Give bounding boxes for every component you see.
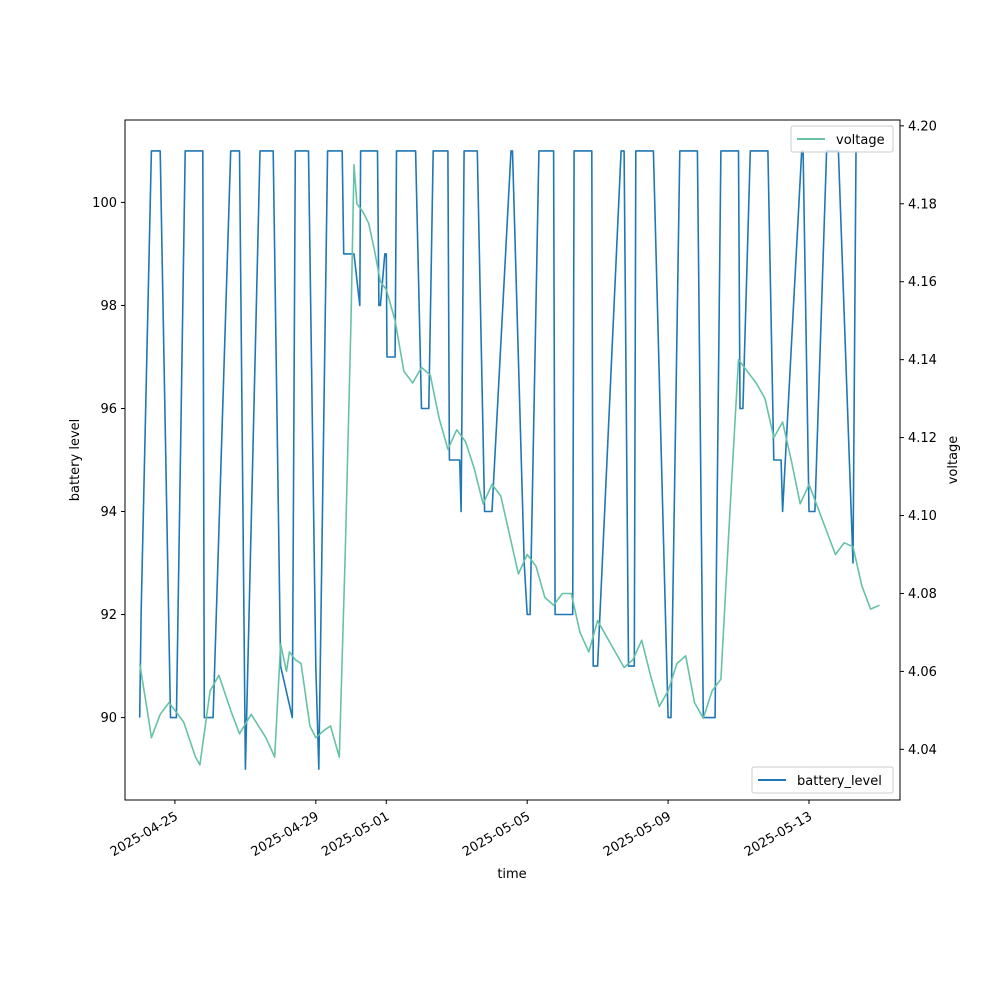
legend-voltage: voltage bbox=[790, 125, 894, 153]
left-tick-label: 92 bbox=[100, 608, 117, 623]
right-axis-ticks: 4.04 4.06 4.08 4.10 4.12 4.14 4.16 4.18 4.20 bbox=[900, 119, 937, 758]
series-line-battery-level bbox=[138, 150, 857, 770]
x-axis-label: time bbox=[497, 867, 526, 882]
left-tick-label: 100 bbox=[92, 196, 117, 211]
right-tick-label: 4.18 bbox=[908, 197, 937, 212]
left-tick-label: 94 bbox=[100, 505, 117, 520]
plot-frame bbox=[124, 119, 901, 801]
legend-battery-level-label: battery_level bbox=[797, 774, 882, 789]
series-line-voltage bbox=[138, 164, 880, 766]
left-tick-label: 98 bbox=[100, 299, 117, 314]
right-tick-label: 4.12 bbox=[908, 431, 937, 446]
series-layer bbox=[138, 150, 880, 770]
left-tick-label: 90 bbox=[100, 711, 117, 726]
right-tick-label: 4.04 bbox=[908, 743, 937, 758]
right-axis-label: voltage bbox=[946, 436, 961, 485]
right-tick-label: 4.08 bbox=[908, 587, 937, 602]
legend-battery-level: battery_level bbox=[751, 766, 894, 794]
right-tick-label: 4.16 bbox=[908, 275, 937, 290]
legend-battery-level-box bbox=[751, 766, 894, 794]
legend-voltage-label: voltage bbox=[836, 133, 885, 148]
right-tick-label: 4.20 bbox=[908, 119, 937, 134]
legend-voltage-box bbox=[790, 125, 894, 153]
right-tick-label: 4.14 bbox=[908, 353, 937, 368]
left-axis-ticks: 90 92 94 96 98 100 bbox=[92, 196, 125, 726]
right-tick-label: 4.10 bbox=[908, 509, 937, 524]
right-tick-label: 4.06 bbox=[908, 665, 937, 680]
left-tick-label: 96 bbox=[100, 402, 117, 417]
left-axis-label: battery level bbox=[68, 419, 83, 502]
